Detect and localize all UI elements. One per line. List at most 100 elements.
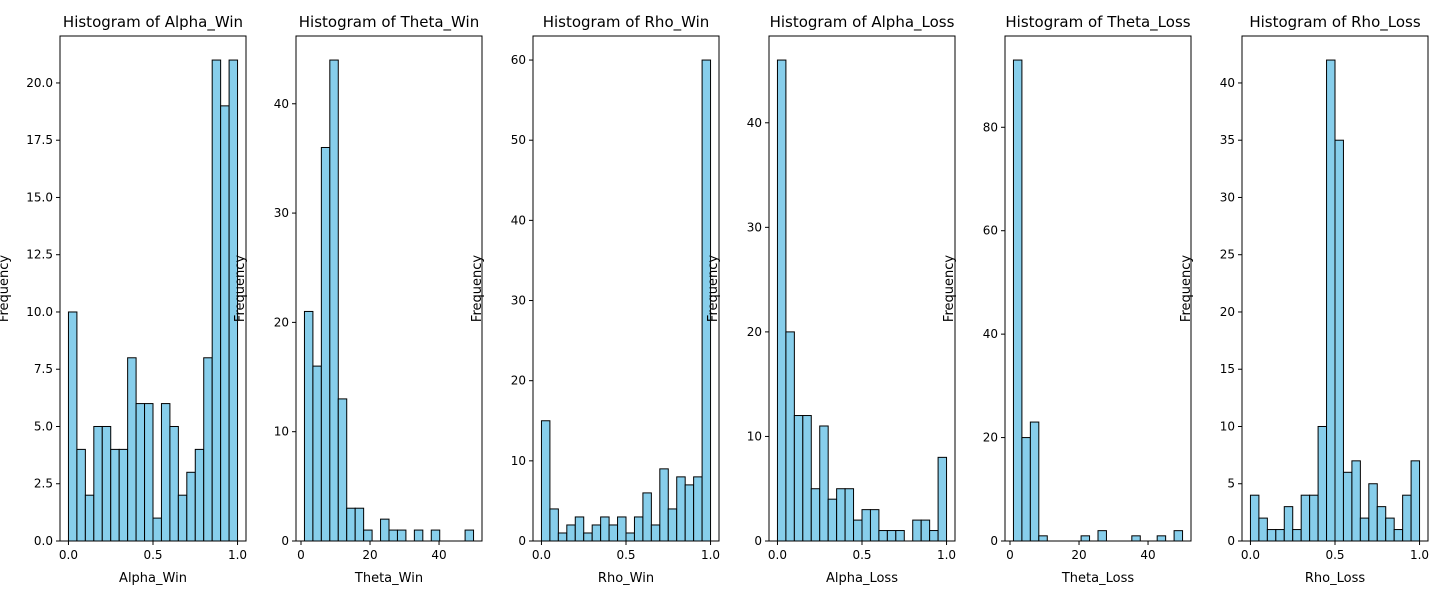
x-tick-label: 0.0 (1241, 548, 1260, 562)
subplot-4: Histogram of Alpha_Loss 0.0 0.5 1.0 0 10 20 30 4… (706, 13, 956, 586)
x-tick-label: 0.0 (59, 548, 78, 562)
histogram-bar (1249, 494, 1260, 542)
subplot-1: Histogram of Alpha_Win 0.0 0.5 1.0 0.0 2.5 5.0… (0, 13, 247, 586)
y-tick-label: 10.0 (26, 305, 53, 319)
histogram-bar (1029, 421, 1040, 542)
histogram-bar (676, 476, 686, 542)
histogram-bar (1131, 535, 1141, 542)
subplot-6: Histogram of Rho_Loss 0.0 0.5 1.0 0 5 10 15 20 25… (1179, 13, 1429, 586)
histogram-bar (118, 448, 129, 542)
histogram-bar (633, 516, 644, 542)
y-tick-label: 2.5 (34, 477, 53, 491)
histogram-bar (929, 530, 939, 542)
histogram-bar (186, 471, 196, 542)
histogram-bar (1038, 535, 1048, 542)
y-tick-label: 35 (1220, 133, 1235, 147)
histogram-bar (583, 532, 593, 542)
x-tick-label: 0.5 (143, 548, 162, 562)
histogram-bar (1266, 529, 1277, 542)
histogram-bar (1317, 425, 1328, 542)
histogram-bar (617, 516, 627, 542)
histogram-bar (1300, 494, 1311, 542)
histogram-bar (1359, 517, 1370, 542)
histogram-bar (1097, 530, 1107, 542)
histogram-bar (1021, 437, 1031, 542)
y-axis-label: Frequency (942, 255, 957, 322)
histogram-bar (312, 365, 322, 542)
histogram-bar (895, 530, 905, 542)
y-tick-label: 60 (511, 53, 526, 67)
x-axis-label: Alpha_Win (119, 571, 187, 586)
y-tick-label: 0 (1227, 534, 1235, 548)
histogram-bar (144, 403, 154, 542)
histogram-bar (1080, 535, 1091, 542)
histogram-bar (413, 529, 424, 542)
histogram-bar (566, 524, 576, 542)
histogram-bar (194, 448, 205, 542)
histogram-bar (1402, 494, 1412, 542)
y-tick-label: 10 (274, 425, 289, 439)
histogram-bar (650, 524, 661, 542)
y-tick-label: 5.0 (34, 419, 53, 433)
x-tick-label: 20 (1071, 548, 1086, 562)
y-tick-label: 7.5 (34, 362, 53, 376)
histogram-bar (1393, 529, 1404, 542)
histogram-bar (1342, 471, 1353, 542)
x-tick-label: 1.0 (1410, 548, 1429, 562)
y-tick-label: 17.5 (26, 133, 53, 147)
y-tick-label: 30 (511, 294, 526, 308)
y-tick-label: 0 (990, 534, 998, 548)
histogram-bar (354, 507, 365, 542)
y-tick-label: 20 (747, 325, 762, 339)
y-tick-label: 0.0 (34, 534, 53, 548)
chart-title: Histogram of Theta_Loss (1005, 13, 1190, 32)
histogram-bar (135, 403, 146, 542)
histogram-bar (878, 530, 888, 542)
histogram-bar (1376, 506, 1387, 542)
histogram-bar (67, 311, 78, 542)
histogram-bar (827, 498, 838, 542)
histogram-bar (625, 532, 635, 542)
y-tick-label: 30 (1220, 190, 1235, 204)
y-tick-label: 12.5 (26, 248, 53, 262)
x-axis-label: Theta_Loss (1061, 571, 1134, 586)
axes-frame (532, 35, 720, 542)
x-tick-label: 0.5 (852, 548, 871, 562)
histogram-bar (1326, 59, 1336, 542)
histogram-bar (810, 488, 821, 542)
chart-title: Histogram of Alpha_Loss (770, 13, 955, 32)
histogram-bar (886, 530, 897, 542)
histogram-bar (1368, 483, 1378, 542)
y-axis-label: Frequency (233, 255, 248, 322)
histogram-bar (1156, 535, 1167, 542)
histogram-bar (802, 415, 812, 542)
histogram-bar (303, 310, 314, 542)
subplot-2: Histogram of Theta_Win 0 20 40 0 10 20 30 40 Thet… (233, 13, 483, 586)
histogram-bar (1012, 59, 1023, 542)
y-tick-label: 20 (983, 431, 998, 445)
x-tick-label: 0 (1006, 548, 1014, 562)
histogram-bar (84, 494, 95, 542)
x-tick-label: 1.0 (937, 548, 956, 562)
histogram-bar (920, 519, 931, 542)
histogram-bar (1258, 517, 1268, 542)
y-tick-label: 10 (511, 454, 526, 468)
histogram-bar (549, 508, 559, 542)
chart-title: Histogram of Rho_Loss (1249, 13, 1420, 32)
histogram-bar (693, 476, 703, 542)
histogram-bar (110, 448, 120, 542)
x-tick-label: 20 (362, 548, 377, 562)
y-tick-label: 25 (1220, 248, 1235, 262)
histogram-bar (127, 357, 137, 542)
histogram-bar (152, 517, 162, 542)
chart-title: Histogram of Alpha_Win (63, 13, 243, 32)
chart-title: Histogram of Rho_Win (543, 13, 710, 32)
x-tick-label: 0.0 (532, 548, 551, 562)
histogram-bar (363, 529, 373, 542)
y-tick-label: 40 (511, 213, 526, 227)
histogram-bar (937, 456, 948, 542)
y-tick-label: 20.0 (26, 76, 53, 90)
y-axis-label: Frequency (0, 255, 12, 322)
histogram-bar (642, 492, 652, 542)
